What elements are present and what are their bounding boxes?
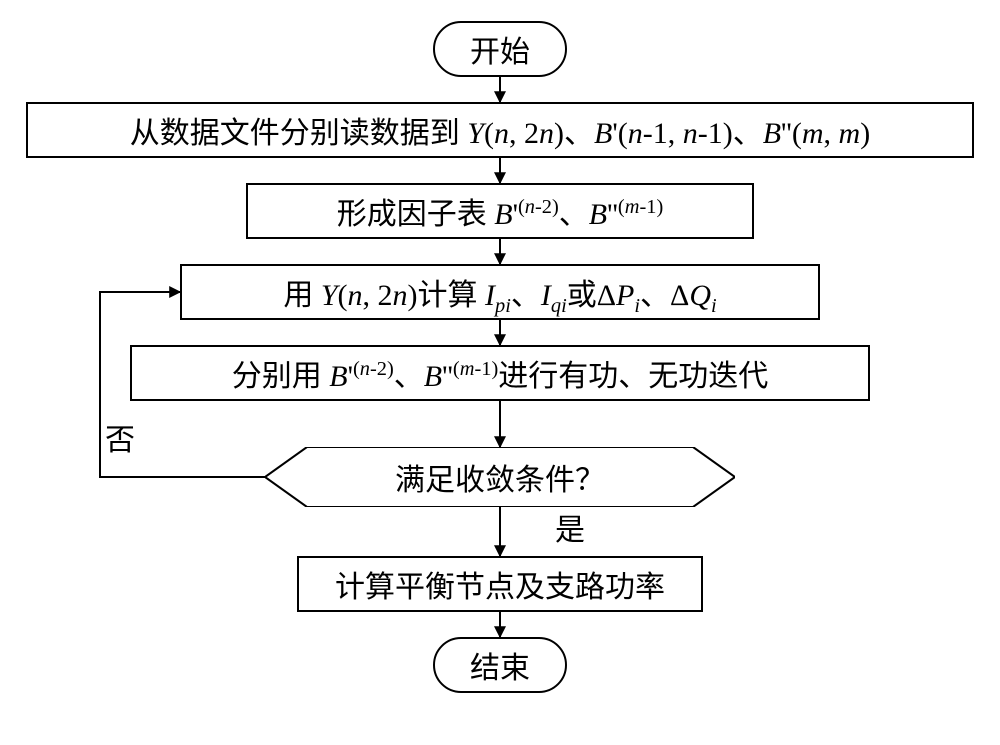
node-calc: 用 Y(n, 2n)计算 Ipi、Iqi或ΔPi、ΔQi [180, 264, 820, 320]
node-label: 用 Y(n, 2n)计算 Ipi、Iqi或ΔPi、ΔQi [283, 270, 716, 314]
node-label: 分别用 B'(n-2)、B''(m-1)进行有功、无功迭代 [232, 351, 768, 395]
node-label: 形成因子表 B'(n-2)、B''(m-1) [337, 189, 663, 233]
node-label: 从数据文件分别读数据到 Y(n, 2n)、B'(n-1, n-1)、B''(m,… [130, 108, 870, 152]
edge-label-decision-calc: 否 [105, 415, 135, 459]
node-read: 从数据文件分别读数据到 Y(n, 2n)、B'(n-1, n-1)、B''(m,… [26, 102, 974, 158]
node-label: 满足收敛条件？ [265, 447, 735, 507]
node-decision: 满足收敛条件？ [265, 447, 735, 507]
node-start: 开始 [433, 21, 567, 77]
flowchart-canvas: 开始从数据文件分别读数据到 Y(n, 2n)、B'(n-1, n-1)、B''(… [0, 0, 1000, 745]
node-label: 开始 [470, 27, 530, 71]
node-label: 计算平衡节点及支路功率 [335, 562, 665, 606]
node-label: 结束 [470, 643, 530, 687]
node-end: 结束 [433, 637, 567, 693]
node-iter: 分别用 B'(n-2)、B''(m-1)进行有功、无功迭代 [130, 345, 870, 401]
node-output: 计算平衡节点及支路功率 [297, 556, 703, 612]
edge-label-decision-output: 是 [555, 505, 585, 549]
node-factor: 形成因子表 B'(n-2)、B''(m-1) [246, 183, 754, 239]
